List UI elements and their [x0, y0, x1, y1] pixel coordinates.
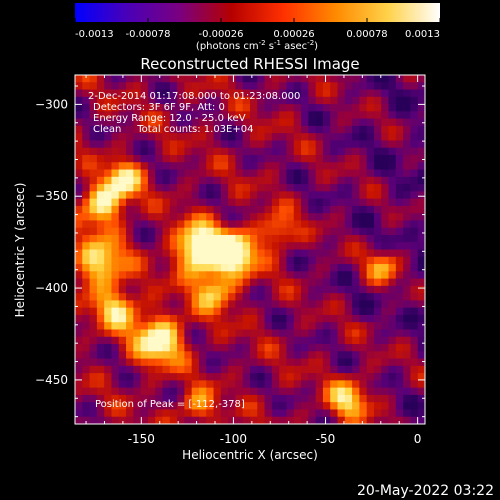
info-energy-range: Energy Range: 12.0 - 25.0 keV — [93, 113, 246, 124]
colorbar-ticks: -0.0013 -0.00078 -0.00026 0.00026 0.00078 0.0… — [74, 18, 441, 40]
colorbar-tick-label: -0.0013 — [75, 29, 114, 40]
x-tick-label: -100 — [220, 432, 247, 446]
colorbar-tick-label: 0.00078 — [346, 29, 387, 40]
x-axis-label: Heliocentric X (arcsec) — [182, 448, 318, 462]
info-detectors: Detectors: 3F 6F 9F, Att: 0 — [93, 102, 225, 113]
info-clean-counts: Clean Total counts: 1.03E+04 — [93, 124, 253, 135]
y-axis-label: Heliocentric Y (arcsec) — [13, 183, 27, 318]
y-tick-label: −300 — [35, 97, 68, 111]
peak-position: Position of Peak = [-112,-378] — [95, 399, 245, 410]
info-block: 2-Dec-2014 01:17:08.000 to 01:23:08.000 … — [88, 91, 300, 135]
y-tick-label: −450 — [35, 373, 68, 387]
x-tick-label: -50 — [316, 432, 336, 446]
image-panel: -150 -100 -50 0 −300 −350 −400 −450 2-Dec-2014 … — [35, 74, 426, 446]
colorbar: -0.0013 -0.00078 -0.00026 0.00026 0.00078 0.0… — [74, 3, 441, 52]
x-tick-label: -150 — [128, 432, 155, 446]
reconstructed-image — [75, 75, 425, 424]
plot-frame — [74, 74, 426, 425]
colorbar-tick-label: -0.00026 — [199, 29, 244, 40]
colorbar-strip — [75, 3, 440, 22]
colorbar-tick-label: -0.00078 — [126, 29, 171, 40]
colorbar-tick-label: 0.00026 — [273, 29, 314, 40]
info-time-range: 2-Dec-2014 01:17:08.000 to 01:23:08.000 — [88, 91, 300, 102]
x-tick-label: 0 — [414, 432, 422, 446]
colorbar-tick-label: 0.0013 — [405, 29, 440, 40]
footer-timestamp: 20-May-2022 03:22 — [357, 483, 494, 499]
colorbar-units: (photons cm-2 s-1 asec-2) — [196, 39, 318, 52]
y-tick-label: −350 — [35, 189, 68, 203]
y-tick-label: −400 — [35, 281, 68, 295]
plot-title: Reconstructed RHESSI Image — [140, 55, 359, 73]
axes-ticks: -150 -100 -50 0 −300 −350 −400 −450 — [35, 75, 425, 446]
